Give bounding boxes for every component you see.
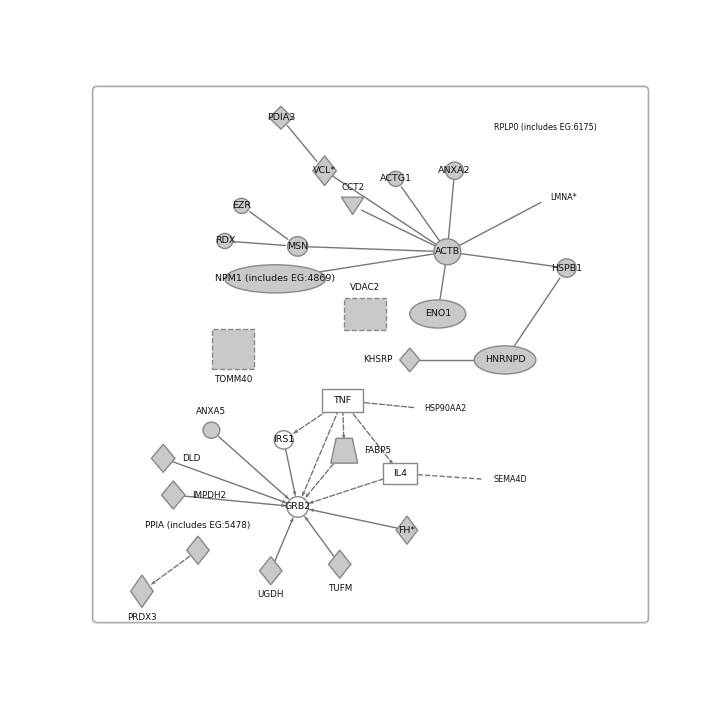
Text: PDIA3: PDIA3 [267, 113, 295, 122]
Text: MSN: MSN [287, 242, 308, 251]
Polygon shape [260, 557, 282, 585]
Bar [213, 329, 254, 369]
Ellipse shape [225, 265, 326, 293]
Text: FH*: FH* [398, 526, 416, 535]
Text: ANXA5: ANXA5 [197, 406, 226, 416]
Text: FABP5: FABP5 [364, 446, 391, 455]
Text: TNF: TNF [333, 396, 351, 405]
Polygon shape [269, 107, 293, 129]
Circle shape [288, 237, 308, 256]
Text: DLD: DLD [181, 453, 200, 463]
Text: TOMM40: TOMM40 [214, 375, 252, 384]
Text: ENO1: ENO1 [424, 310, 451, 319]
Circle shape [434, 239, 461, 265]
Circle shape [388, 171, 403, 187]
Text: RDX: RDX [215, 237, 235, 246]
Circle shape [203, 422, 220, 438]
Polygon shape [330, 438, 358, 463]
Circle shape [557, 259, 576, 277]
Polygon shape [131, 575, 153, 607]
Text: GRB2: GRB2 [285, 503, 311, 512]
Polygon shape [151, 444, 175, 472]
Text: KHSRP: KHSRP [364, 355, 393, 364]
Circle shape [287, 497, 308, 517]
Polygon shape [341, 197, 364, 215]
Text: EZR: EZR [232, 201, 251, 211]
Circle shape [274, 431, 294, 449]
Text: ANXA2: ANXA2 [438, 166, 471, 176]
Ellipse shape [474, 346, 536, 374]
Circle shape [234, 198, 249, 213]
Text: UGDH: UGDH [257, 590, 284, 600]
Polygon shape [313, 156, 336, 185]
Text: VCL*: VCL* [313, 166, 336, 176]
Bar [322, 389, 363, 412]
Circle shape [217, 234, 233, 249]
Text: TUFM: TUFM [328, 583, 352, 592]
Text: IMPDH2: IMPDH2 [192, 491, 226, 500]
Text: RPLP0 (includes EG:6175): RPLP0 (includes EG:6175) [494, 123, 596, 132]
Text: CCT2: CCT2 [341, 183, 364, 192]
Text: VDAC2: VDAC2 [350, 284, 380, 292]
Text: HSPB1: HSPB1 [551, 263, 582, 272]
Text: ACTB: ACTB [435, 247, 460, 256]
Text: LMNA*: LMNA* [550, 193, 576, 202]
Polygon shape [396, 516, 418, 544]
Polygon shape [328, 550, 351, 578]
Bar [344, 298, 386, 330]
Polygon shape [187, 536, 209, 564]
Polygon shape [400, 348, 420, 372]
FancyBboxPatch shape [93, 86, 649, 623]
Polygon shape [161, 481, 185, 509]
Text: SEMA4D: SEMA4D [494, 475, 528, 484]
Text: HSP90AA2: HSP90AA2 [424, 404, 466, 413]
Text: IRS1: IRS1 [273, 435, 294, 444]
Text: HNRNPD: HNRNPD [484, 355, 526, 364]
Text: IL4: IL4 [393, 469, 407, 478]
Bar [383, 463, 417, 484]
Text: PPIA (includes EG:5478): PPIA (includes EG:5478) [145, 521, 251, 529]
Text: ACTG1: ACTG1 [380, 174, 412, 183]
Text: NPM1 (includes EG:4869): NPM1 (includes EG:4869) [215, 274, 335, 284]
Circle shape [445, 162, 463, 180]
Text: PRDX3: PRDX3 [127, 613, 157, 622]
Ellipse shape [410, 300, 466, 328]
